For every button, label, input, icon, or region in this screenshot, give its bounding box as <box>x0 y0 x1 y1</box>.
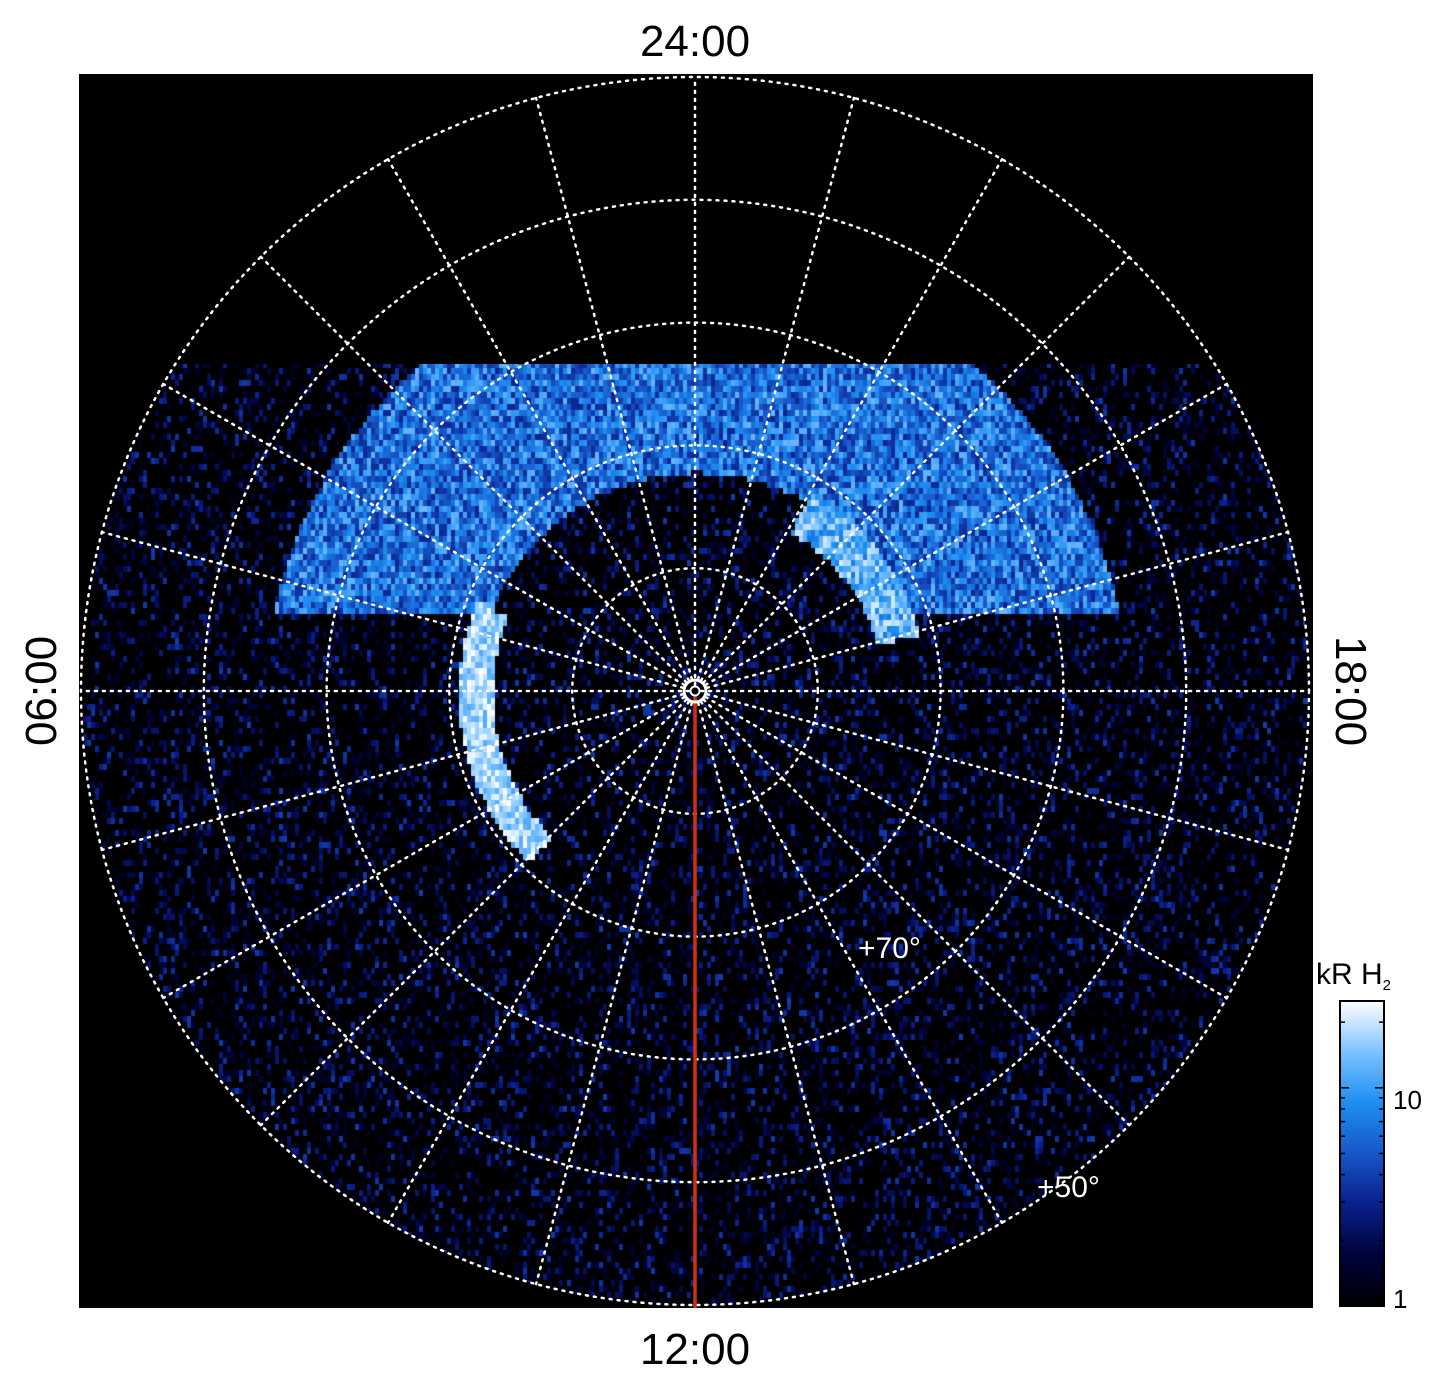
colorbar-title-sub: 2 <box>1383 977 1391 994</box>
lt-label-bottom: 12:00 <box>640 1325 750 1374</box>
colorbar-minor-ticks <box>1340 1021 1384 1307</box>
colorbar-title-main: kR H <box>1316 958 1383 991</box>
lat-label-70: +70° <box>858 932 921 965</box>
pole-marker-outer <box>682 678 708 704</box>
colorbar-gradient <box>1339 1000 1385 1307</box>
colorbar-title: kR H2 <box>1316 958 1391 994</box>
lt-label-right: 18:00 <box>1326 636 1375 746</box>
colorbar-tick-10: 10 <box>1393 1085 1422 1115</box>
pole-marker-inner <box>689 685 701 697</box>
colorbar-tick-1: 1 <box>1393 1284 1407 1314</box>
lt-label-top: 24:00 <box>640 17 750 66</box>
colorbar: kR H2 1 10 <box>1316 958 1422 1314</box>
lat-label-50: +50° <box>1037 1171 1100 1204</box>
lt-label-left: 06:00 <box>17 636 66 746</box>
lat-circle-40 <box>79 75 1311 1307</box>
lat-circle-50 <box>202 198 1188 1184</box>
